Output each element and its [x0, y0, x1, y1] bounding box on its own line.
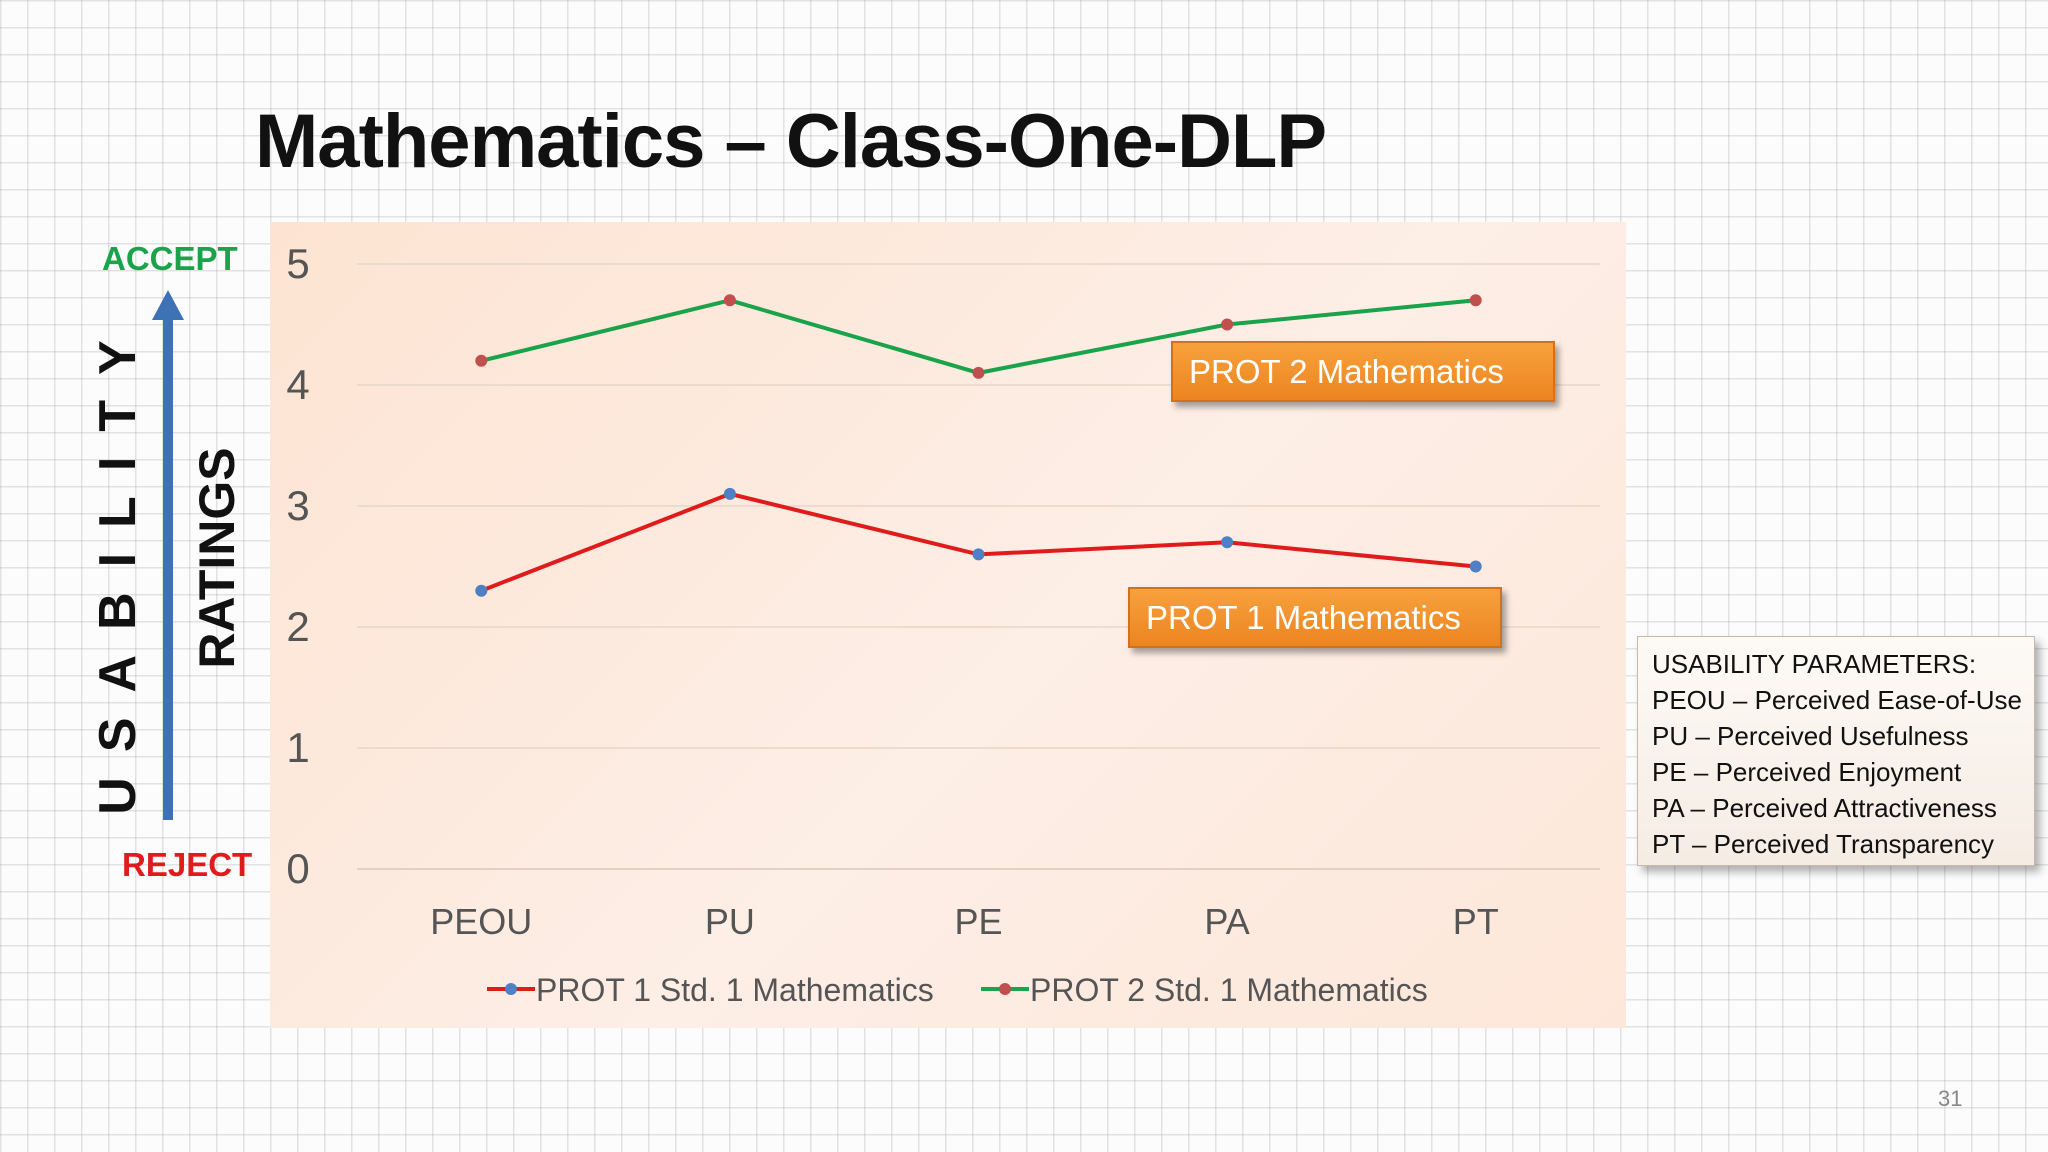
y-tick-label: 3	[286, 482, 309, 529]
parameter-item: PT – Perceived Transparency	[1652, 829, 1995, 859]
data-point	[1221, 318, 1234, 331]
data-point	[1469, 560, 1482, 573]
callout-prot2: PROT 2 Mathematics	[1171, 341, 1555, 402]
up-arrow-icon	[152, 290, 184, 320]
parameters-heading: USABILITY PARAMETERS:	[1652, 649, 1977, 679]
legend-label: PROT 2 Std. 1 Mathematics	[1030, 972, 1428, 1008]
series-line-1	[480, 491, 1476, 593]
parameter-item: PE – Perceived Enjoyment	[1652, 757, 1962, 787]
x-tick-label: PT	[1453, 901, 1499, 942]
line-chart: 0 1 2 3 4 5 PEOU PU PE PA PT PROT 1 Std. 1 Mathemat…	[286, 240, 1600, 1008]
parameter-item: PA – Perceived Attractiveness	[1652, 793, 1997, 823]
page-number: 31	[1938, 1086, 1963, 1111]
reject-label: REJECT	[122, 846, 253, 883]
data-point	[972, 366, 985, 379]
data-point	[475, 584, 488, 597]
x-tick-label: PE	[954, 901, 1002, 942]
data-point	[1469, 294, 1482, 307]
x-tick-label: PA	[1204, 901, 1249, 942]
callout-prot1: PROT 1 Mathematics	[1128, 587, 1502, 648]
usability-axis-label: USABILITY	[89, 315, 147, 815]
x-tick-label: PEOU	[430, 901, 532, 942]
y-tick-label: 0	[286, 845, 309, 892]
parameter-item: PEOU – Perceived Ease-of-Use	[1652, 685, 2022, 715]
legend-swatch-marker	[505, 983, 517, 995]
y-tick-label: 4	[286, 361, 309, 408]
accept-label: ACCEPT	[102, 240, 238, 277]
legend-label: PROT 1 Std. 1 Mathematics	[536, 972, 934, 1008]
data-point	[723, 487, 736, 500]
data-point	[475, 354, 488, 367]
ratings-axis-label: RATINGS	[189, 447, 245, 669]
parameter-item: PU – Perceived Usefulness	[1652, 721, 1969, 751]
data-point	[723, 294, 736, 307]
y-tick-label: 5	[286, 240, 309, 287]
data-point	[972, 548, 985, 561]
y-tick-label: 1	[286, 724, 309, 771]
slide-title: Mathematics – Class-One-DLP	[255, 99, 1327, 184]
x-tick-label: PU	[705, 901, 755, 942]
legend-swatch-marker	[999, 983, 1011, 995]
y-tick-label: 2	[286, 603, 309, 650]
arrow-shaft	[163, 318, 173, 820]
data-point	[1221, 536, 1234, 549]
usability-parameters-box: USABILITY PARAMETERS: PEOU – Perceived E…	[1637, 636, 2035, 866]
